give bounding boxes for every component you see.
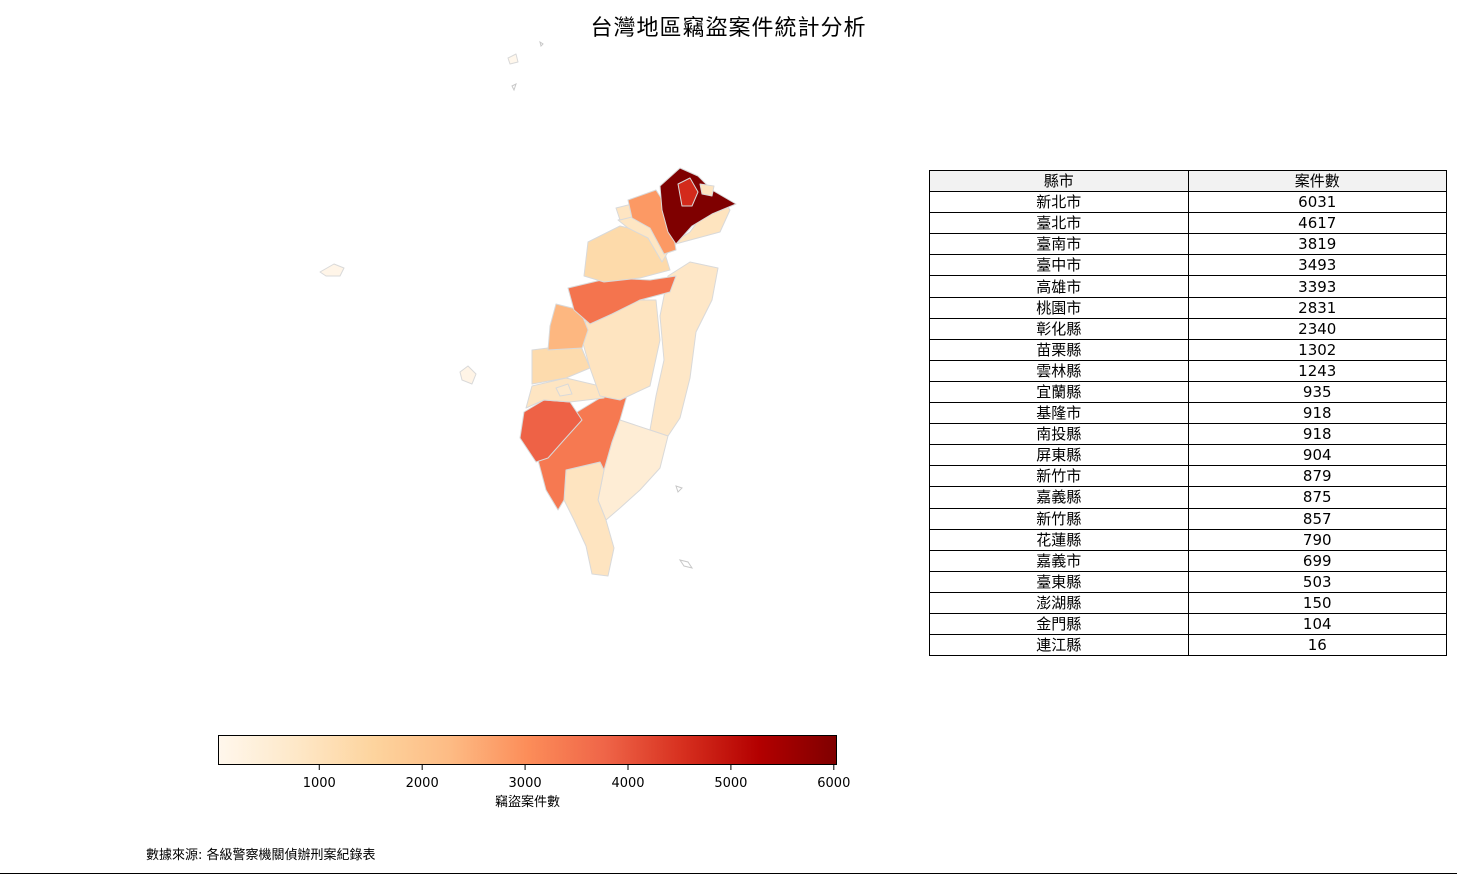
table-header-row: 縣市 案件數	[929, 169, 1447, 193]
cases-cell: 1243	[1187, 359, 1447, 382]
table-row: 澎湖縣 150	[929, 591, 1447, 614]
county-cell: 臺北市	[929, 212, 1189, 235]
cases-cell: 918	[1187, 402, 1447, 425]
bottom-divider	[0, 873, 1457, 874]
county-cell: 花蓮縣	[929, 528, 1189, 551]
cases-cell: 3393	[1187, 275, 1447, 298]
county-cell: 苗栗縣	[929, 338, 1189, 361]
cases-cell: 6031	[1187, 191, 1447, 214]
cases-cell: 699	[1187, 549, 1447, 572]
table-row: 基隆市 918	[929, 402, 1447, 425]
table-row: 南投縣 918	[929, 423, 1447, 446]
cases-cell: 16	[1187, 634, 1447, 657]
region-澎湖縣	[459, 365, 477, 385]
colorbar-tick-label: 2000	[406, 776, 439, 791]
colorbar-tick-label: 3000	[509, 776, 542, 791]
county-cell: 宜蘭縣	[929, 380, 1189, 404]
table-row: 新竹市 879	[929, 465, 1447, 488]
cases-cell: 918	[1187, 423, 1447, 446]
county-cell: 基隆市	[929, 402, 1189, 425]
minor-island-outline	[511, 83, 517, 92]
cases-cell: 150	[1187, 591, 1447, 614]
table-row: 金門縣 104	[929, 612, 1447, 636]
county-cell: 新竹縣	[929, 507, 1189, 530]
county-cell: 南投縣	[929, 423, 1189, 446]
minor-island-outline	[678, 559, 694, 569]
table-row: 連江縣 16	[929, 634, 1447, 657]
chart-title: 台灣地區竊盜案件統計分析	[590, 16, 867, 41]
county-cell: 臺南市	[929, 233, 1189, 256]
colorbar-tick-label: 5000	[714, 776, 747, 791]
region-連江縣	[507, 53, 519, 65]
region-基隆市	[699, 183, 715, 197]
cases-cell: 2831	[1187, 296, 1447, 319]
taiwan-choropleth-map	[319, 40, 737, 577]
colorbar-tick-label: 1000	[303, 776, 336, 791]
table-row: 新竹縣 857	[929, 507, 1447, 530]
county-cell: 高雄市	[929, 275, 1189, 298]
minor-island-outline	[675, 485, 683, 493]
table-row: 宜蘭縣 935	[929, 380, 1447, 404]
table-row: 臺北市 4617	[929, 212, 1447, 235]
colorbar	[218, 735, 837, 765]
county-cell: 連江縣	[929, 634, 1189, 657]
region-臺南市	[519, 399, 583, 463]
minor-island-outline	[539, 40, 544, 47]
statistics-table-container: 縣市 案件數 新北市 6031 臺北市 4617 臺南市 3819 臺中市 3493 高雄市 33…	[929, 169, 1447, 657]
colorbar-ticks: 1000 2000 3000 4000 5000 6000	[303, 765, 850, 791]
county-cell: 澎湖縣	[929, 591, 1189, 614]
county-cell: 新竹市	[929, 465, 1189, 488]
county-cell: 新北市	[929, 191, 1189, 214]
cases-cell: 857	[1187, 507, 1447, 530]
table-row: 彰化縣 2340	[929, 317, 1447, 340]
county-cell: 金門縣	[929, 612, 1189, 636]
county-cell: 嘉義縣	[929, 486, 1189, 509]
cases-cell: 1302	[1187, 338, 1447, 361]
table-row: 花蓮縣 790	[929, 528, 1447, 551]
table-row: 高雄市 3393	[929, 275, 1447, 298]
county-cell: 彰化縣	[929, 317, 1189, 340]
table-row: 屏東縣 904	[929, 444, 1447, 467]
table-row: 嘉義市 699	[929, 549, 1447, 572]
table-row: 臺中市 3493	[929, 254, 1447, 277]
colorbar-tick-label: 6000	[817, 776, 850, 791]
cases-cell: 875	[1187, 486, 1447, 509]
cases-cell: 2340	[1187, 317, 1447, 340]
cases-cell: 3493	[1187, 254, 1447, 277]
cases-cell: 3819	[1187, 233, 1447, 256]
county-cell: 桃園市	[929, 296, 1189, 319]
table-row: 新北市 6031	[929, 191, 1447, 214]
cases-cell: 790	[1187, 528, 1447, 551]
table-row: 臺東縣 503	[929, 570, 1447, 593]
cases-cell: 935	[1187, 380, 1447, 404]
statistics-table: 縣市 案件數 新北市 6031 臺北市 4617 臺南市 3819 臺中市 3493 高雄市 33…	[929, 169, 1447, 657]
table-row: 桃園市 2831	[929, 296, 1447, 319]
table-row: 雲林縣 1243	[929, 359, 1447, 382]
region-臺北市	[677, 177, 699, 207]
region-金門縣	[319, 263, 345, 277]
cases-cell: 503	[1187, 570, 1447, 593]
colorbar-label: 竊盜案件數	[494, 795, 560, 810]
county-cell: 嘉義市	[929, 549, 1189, 572]
colorbar-tick-label: 4000	[611, 776, 644, 791]
column-header-county: 縣市	[929, 169, 1189, 193]
cases-cell: 4617	[1187, 212, 1447, 235]
table-row: 臺南市 3819	[929, 233, 1447, 256]
column-header-cases: 案件數	[1187, 169, 1447, 193]
region-嘉義市	[555, 383, 573, 397]
cases-cell: 904	[1187, 444, 1447, 467]
cases-cell: 104	[1187, 612, 1447, 636]
source-note: 數據來源: 各級警察機關偵辦刑案紀錄表	[146, 848, 376, 863]
table-row: 嘉義縣 875	[929, 486, 1447, 509]
county-cell: 雲林縣	[929, 359, 1189, 382]
region-南投縣	[581, 299, 661, 401]
cases-cell: 879	[1187, 465, 1447, 488]
table-row: 苗栗縣 1302	[929, 338, 1447, 361]
county-cell: 臺中市	[929, 254, 1189, 277]
county-cell: 臺東縣	[929, 570, 1189, 593]
county-cell: 屏東縣	[929, 444, 1189, 467]
region-花蓮縣	[649, 261, 719, 437]
